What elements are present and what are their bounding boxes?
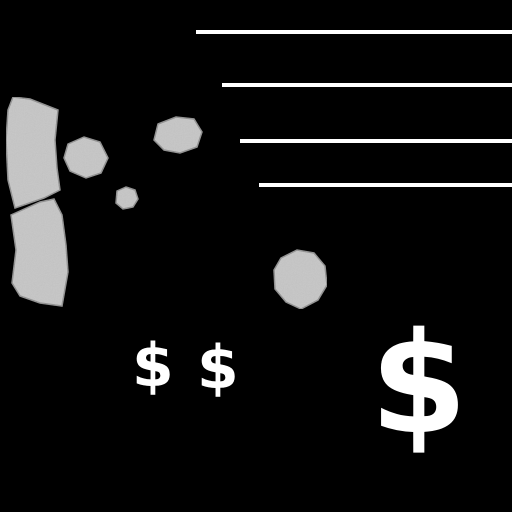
speed-lines [196, 30, 512, 187]
rock-fragment-large-upper [5, 96, 61, 209]
rock-fragment-small [115, 186, 139, 210]
rock-fragment-medium-right [273, 249, 328, 310]
rock-fragments [5, 96, 328, 310]
rock-fragment-medium-top [153, 116, 203, 154]
rock-fragment-medium-left [63, 136, 109, 179]
dollar-sign-large: $ [370, 303, 468, 466]
rock-fragment-large-lower [10, 198, 69, 307]
dollar-sign-small-left: $ [132, 331, 174, 401]
dollar-sign-small-right: $ [197, 333, 239, 403]
